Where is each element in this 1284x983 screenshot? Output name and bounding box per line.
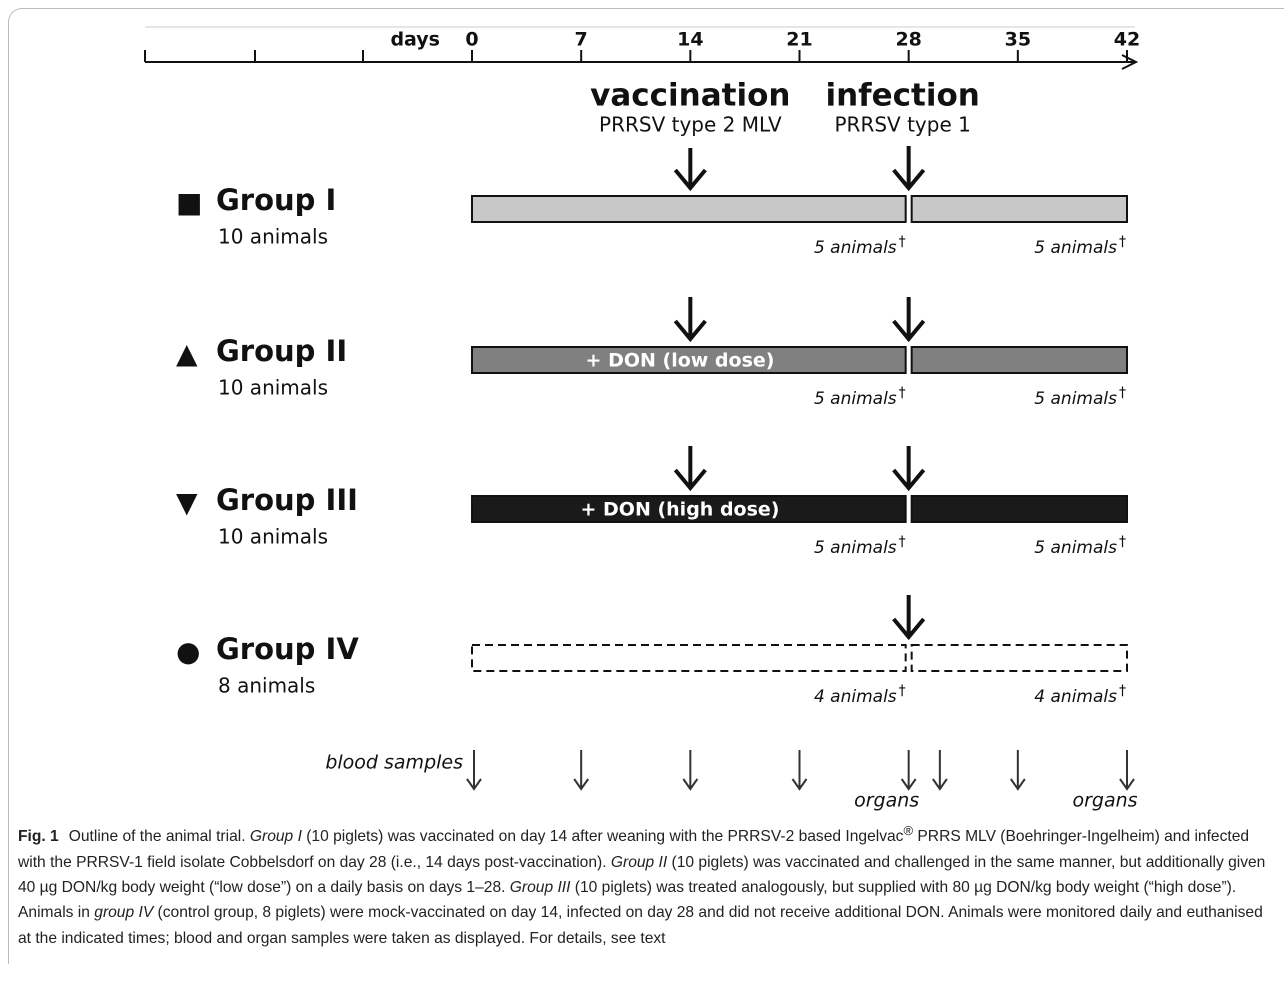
group-symbol: ▼	[176, 486, 198, 519]
death-mark: †	[899, 534, 906, 550]
event-title: vaccination	[590, 78, 790, 114]
group-symbol: ■	[176, 186, 202, 219]
axis-tick-label: 0	[465, 29, 478, 51]
caption-text: (10 piglets) was vaccinated and challeng…	[18, 853, 1266, 896]
axis-tick-label: 14	[677, 29, 703, 51]
group-bar	[471, 195, 907, 223]
death-mark: †	[1119, 683, 1126, 699]
caption-text: group IV	[94, 904, 154, 922]
organ-label: organs	[854, 790, 919, 812]
blood-label: blood samples	[325, 752, 463, 774]
caption-text: Group I	[249, 828, 302, 846]
animal-count: 4 animals	[814, 687, 897, 707]
caption-text: (10 piglets) was vaccinated on day 14 af…	[301, 828, 904, 846]
death-mark: †	[899, 234, 906, 250]
arrow	[892, 595, 926, 641]
event-title: infection	[825, 78, 979, 114]
sample-arrow	[932, 750, 948, 791]
bar-label: + DON (low dose)	[586, 350, 775, 372]
group-animals: 8 animals	[218, 674, 315, 698]
animal-count: 5 animals	[814, 389, 897, 409]
group-bar	[471, 644, 907, 672]
arrow	[892, 446, 926, 492]
caption-text: (10 piglets) was treated analogously, bu…	[18, 879, 1237, 922]
animal-count: 5 animals	[1034, 238, 1117, 258]
animal-count: 4 animals	[1034, 687, 1117, 707]
caption-label: Fig. 1	[18, 828, 59, 846]
animal-count: 5 animals	[814, 538, 897, 558]
event-subtitle: PRRSV type 2 MLV	[599, 113, 782, 137]
death-mark: †	[1119, 234, 1126, 250]
group-bar	[910, 195, 1129, 223]
group-animals: 10 animals	[218, 525, 328, 549]
sample-arrow	[900, 750, 917, 791]
animal-count: 5 animals	[814, 238, 897, 258]
organ-label: organs	[1072, 790, 1137, 812]
caption-text: PRRS MLV (Boehringer-Ingelheim) and infe…	[18, 828, 1250, 871]
arrow	[673, 297, 707, 343]
group-name: Group II	[216, 334, 347, 368]
arrow	[892, 146, 926, 192]
axis-tick-label: 35	[1005, 29, 1031, 51]
sample-arrow	[1010, 750, 1026, 791]
sample-arrow	[573, 750, 589, 791]
arrow	[673, 446, 707, 492]
animal-count: 5 animals	[1034, 538, 1117, 558]
animal-count: 5 animals	[1034, 389, 1117, 409]
caption-text: Group III	[509, 879, 571, 896]
group-animals: 10 animals	[218, 225, 328, 249]
axis-tick-label: 21	[786, 29, 812, 51]
group-bar	[910, 346, 1129, 374]
death-mark: †	[899, 385, 906, 401]
axis-unit: days	[390, 29, 440, 51]
group-bar	[471, 346, 907, 374]
caption-text: Outline of the animal trial.	[68, 828, 250, 846]
group-name: Group I	[216, 183, 336, 217]
event-subtitle: PRRSV type 1	[834, 113, 970, 137]
sample-arrow	[1119, 750, 1135, 791]
sample-arrow	[682, 750, 699, 791]
axis-tick-label: 28	[895, 29, 921, 51]
death-mark: †	[899, 683, 906, 699]
group-name: Group III	[216, 483, 358, 517]
caption: Fig. 1 Outline of the animal trial. Group…	[18, 818, 1278, 951]
arrow	[673, 148, 707, 192]
frame	[8, 8, 1284, 964]
caption-text: (control group, 8 piglets) were mock-vac…	[18, 904, 1263, 947]
axis-tick-label: 42	[1114, 29, 1140, 51]
death-mark: †	[1119, 385, 1126, 401]
axis-tick-label: 7	[575, 29, 588, 51]
group-bar	[910, 495, 1129, 523]
caption-text: ®	[903, 823, 914, 838]
group-symbol: ▲	[176, 337, 198, 370]
death-mark: †	[1119, 534, 1126, 550]
caption-text: Group II	[610, 853, 668, 871]
group-animals: 10 animals	[218, 376, 328, 400]
group-name: Group IV	[216, 632, 359, 666]
sample-arrow	[466, 750, 482, 791]
group-bar	[471, 495, 907, 523]
group-symbol: ●	[176, 635, 200, 668]
group-bar	[910, 644, 1129, 672]
arrow	[892, 297, 926, 343]
bar-label: + DON (high dose)	[581, 499, 780, 521]
sample-arrow	[791, 750, 808, 791]
